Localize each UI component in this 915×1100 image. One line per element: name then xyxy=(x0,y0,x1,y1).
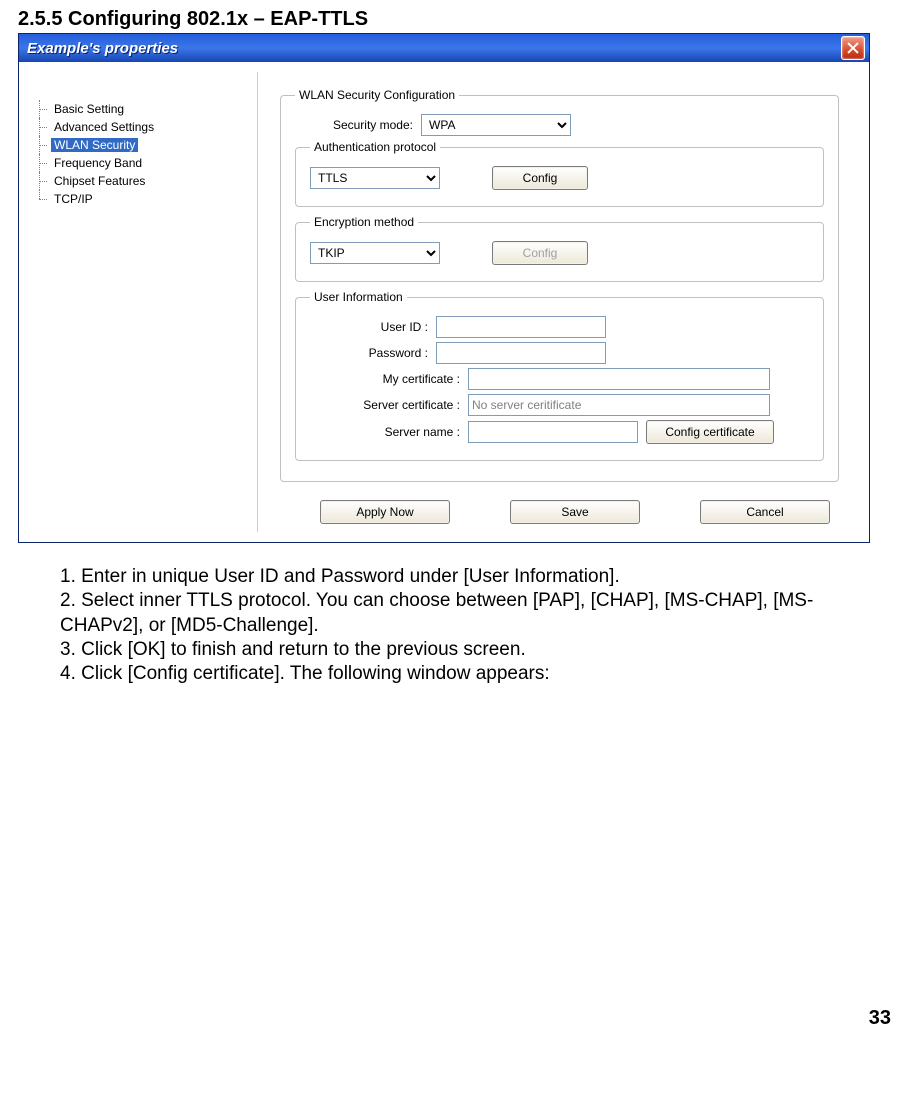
properties-window: Example's properties Basic Setting Advan… xyxy=(18,33,870,543)
security-mode-select[interactable]: WPA xyxy=(421,114,571,136)
security-mode-row: Security mode: WPA xyxy=(295,114,824,136)
wlan-security-group-title: WLAN Security Configuration xyxy=(295,88,459,102)
apply-now-button[interactable]: Apply Now xyxy=(320,500,450,524)
user-info-group-title: User Information xyxy=(310,290,407,304)
encryption-group: Encryption method TKIP Config xyxy=(295,215,824,282)
tree-item-tcp-ip[interactable]: TCP/IP xyxy=(33,190,251,208)
encryption-group-title: Encryption method xyxy=(310,215,418,229)
security-mode-label: Security mode: xyxy=(295,118,413,132)
server-name-input[interactable] xyxy=(468,421,638,443)
config-certificate-button[interactable]: Config certificate xyxy=(646,420,774,444)
server-name-label: Server name : xyxy=(310,425,460,439)
tree-item-chipset-features[interactable]: Chipset Features xyxy=(33,172,251,190)
auth-protocol-group-title: Authentication protocol xyxy=(310,140,440,154)
password-input[interactable] xyxy=(436,342,606,364)
user-id-input[interactable] xyxy=(436,316,606,338)
auth-config-button[interactable]: Config xyxy=(492,166,588,190)
instruction-text: 1. Enter in unique User ID and Password … xyxy=(60,565,870,687)
auth-protocol-select[interactable]: TTLS xyxy=(310,167,440,189)
wlan-security-group: WLAN Security Configuration Security mod… xyxy=(280,88,839,482)
tree-item-frequency-band[interactable]: Frequency Band xyxy=(33,154,251,172)
tree-item-label: Basic Setting xyxy=(51,102,127,116)
my-certificate-input[interactable] xyxy=(468,368,770,390)
tree-item-advanced-settings[interactable]: Advanced Settings xyxy=(33,118,251,136)
user-id-label: User ID : xyxy=(310,320,428,334)
password-label: Password : xyxy=(310,346,428,360)
window-client-area: Basic Setting Advanced Settings WLAN Sec… xyxy=(19,62,869,542)
encryption-config-button: Config xyxy=(492,241,588,265)
close-button[interactable] xyxy=(841,36,865,60)
save-button[interactable]: Save xyxy=(510,500,640,524)
server-certificate-label: Server certificate : xyxy=(310,398,460,412)
nav-tree: Basic Setting Advanced Settings WLAN Sec… xyxy=(27,72,251,532)
dialog-buttons: Apply Now Save Cancel xyxy=(280,490,839,524)
instruction-line: 1. Enter in unique User ID and Password … xyxy=(60,565,870,589)
section-heading: 2.5.5 Configuring 802.1x – EAP-TTLS xyxy=(18,8,897,31)
cancel-button[interactable]: Cancel xyxy=(700,500,830,524)
instruction-line: 3. Click [OK] to finish and return to th… xyxy=(60,638,870,662)
instruction-line: 4. Click [Config certificate]. The follo… xyxy=(60,662,870,686)
tree-item-label: TCP/IP xyxy=(51,192,96,206)
auth-protocol-group: Authentication protocol TTLS Config xyxy=(295,140,824,207)
tree-item-label: Advanced Settings xyxy=(51,120,157,134)
server-certificate-input[interactable] xyxy=(468,394,770,416)
tree-item-label: WLAN Security xyxy=(51,138,138,152)
config-panel: WLAN Security Configuration Security mod… xyxy=(258,72,861,532)
page-number: 33 xyxy=(18,1007,897,1030)
my-certificate-label: My certificate : xyxy=(310,372,460,386)
window-title: Example's properties xyxy=(27,40,841,57)
tree-item-label: Frequency Band xyxy=(51,156,145,170)
close-icon xyxy=(847,42,859,54)
tree-item-basic-setting[interactable]: Basic Setting xyxy=(33,100,251,118)
titlebar: Example's properties xyxy=(19,34,869,62)
splitter[interactable] xyxy=(251,72,258,532)
user-info-group: User Information User ID : Password : My… xyxy=(295,290,824,461)
tree-item-wlan-security[interactable]: WLAN Security xyxy=(33,136,251,154)
instruction-line: 2. Select inner TTLS protocol. You can c… xyxy=(60,589,870,638)
tree-item-label: Chipset Features xyxy=(51,174,148,188)
encryption-select[interactable]: TKIP xyxy=(310,242,440,264)
